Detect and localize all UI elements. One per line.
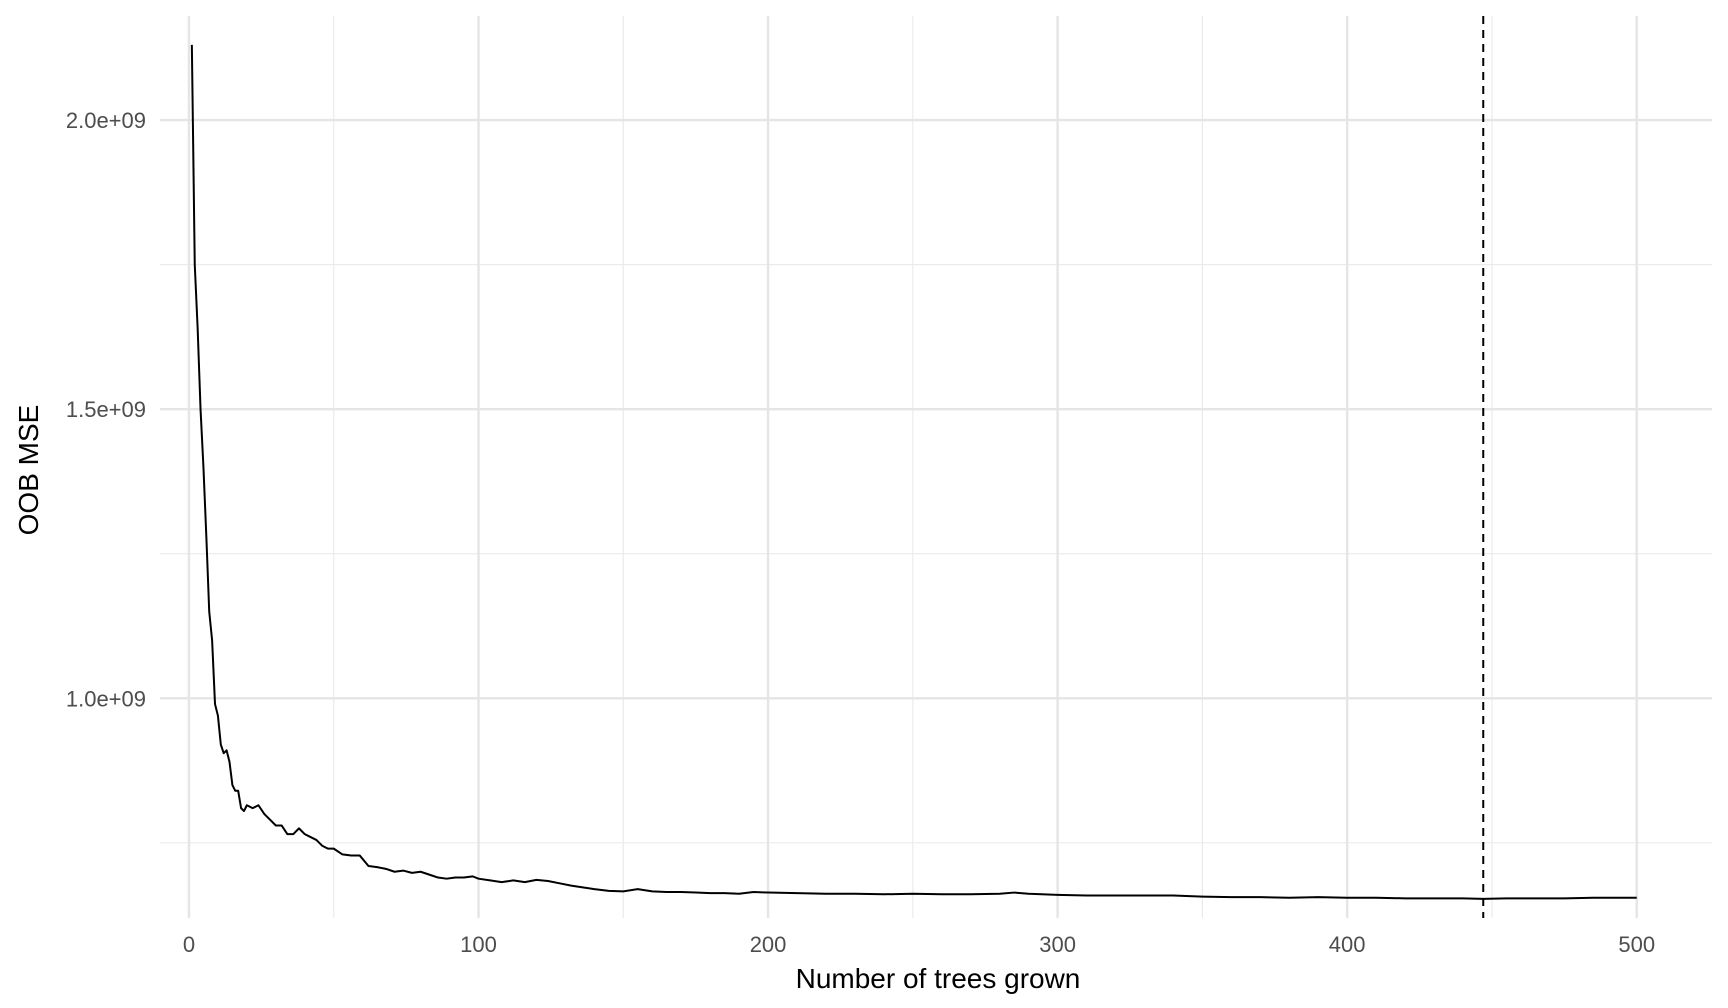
x-tick-labels: 0 100 200 300 400 500 — [183, 932, 1655, 957]
major-gridlines — [160, 16, 1712, 918]
oob-mse-line — [190, 44, 1637, 900]
x-tick-label: 100 — [460, 932, 497, 957]
y-tick-label: 1.5e+09 — [66, 397, 146, 422]
x-tick-label: 0 — [183, 932, 195, 957]
y-tick-labels: 1.0e+09 1.5e+09 2.0e+09 — [66, 108, 146, 711]
x-tick-label: 400 — [1329, 932, 1366, 957]
series-layer — [190, 44, 1637, 900]
x-tick-label: 500 — [1618, 932, 1655, 957]
y-tick-label: 1.0e+09 — [66, 686, 146, 711]
y-tick-label: 2.0e+09 — [66, 108, 146, 133]
x-tick-label: 200 — [750, 932, 787, 957]
x-tick-label: 300 — [1039, 932, 1076, 957]
minor-gridlines — [160, 16, 1712, 918]
y-axis-title: OOB MSE — [13, 405, 44, 536]
x-axis-title: Number of trees grown — [796, 963, 1081, 994]
